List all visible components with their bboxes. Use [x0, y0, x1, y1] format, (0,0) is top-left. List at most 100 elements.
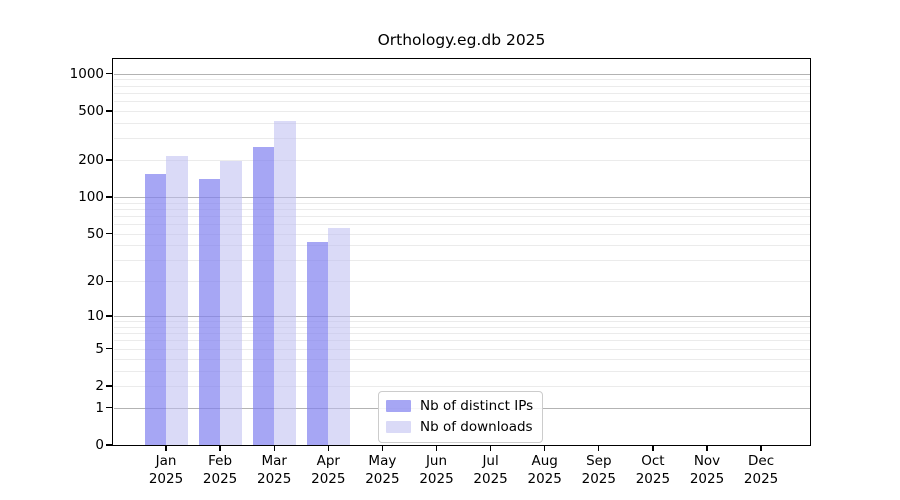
bar-downloads-jan [166, 156, 188, 445]
x-tick-month: Dec [748, 453, 775, 469]
gridline-minor [113, 85, 810, 87]
gridline-minor [113, 340, 810, 342]
x-tick [165, 445, 167, 451]
x-tick-label: Aug 2025 [517, 452, 573, 488]
x-tick-month: Jul [482, 453, 499, 469]
bar-distinct-ips-jan [144, 173, 166, 445]
x-tick-year: 2025 [689, 471, 725, 487]
gridline-major [113, 73, 810, 75]
gridline-minor [113, 233, 810, 235]
x-tick-year: 2025 [473, 471, 508, 487]
y-tick [106, 407, 113, 409]
x-tick [219, 445, 221, 451]
x-tick [706, 445, 708, 451]
x-tick [435, 445, 438, 451]
x-tick-month: Oct [641, 453, 665, 469]
x-tick-year: 2025 [635, 471, 671, 487]
x-tick-label: Dec 2025 [733, 452, 789, 488]
gridline-minor [113, 370, 810, 372]
x-tick [760, 445, 762, 451]
gridline-minor [113, 215, 810, 217]
gridline-minor [113, 92, 810, 94]
bar-downloads-mar [274, 120, 296, 445]
gridline-minor [113, 138, 810, 140]
y-tick [106, 73, 113, 75]
x-tick-year: 2025 [581, 471, 616, 487]
gridline-minor [113, 321, 810, 323]
y-tick-label: 0 [95, 437, 104, 453]
x-tick-year: 2025 [419, 471, 454, 487]
x-tick-month: Feb [208, 453, 233, 469]
y-tick-label: 100 [78, 189, 104, 205]
x-tick-label: Mar 2025 [246, 452, 302, 488]
x-tick-month: Apr [316, 453, 340, 469]
x-tick [327, 445, 329, 451]
gridline-minor [113, 348, 810, 350]
gridline-minor [113, 110, 810, 112]
gridline-minor [113, 326, 810, 328]
y-tick-label: 1000 [69, 65, 104, 82]
x-tick-label: Oct 2025 [625, 452, 681, 488]
x-tick-year: 2025 [311, 471, 346, 487]
x-tick [652, 445, 654, 451]
gridline-minor [113, 385, 810, 387]
gridline-major [113, 196, 810, 199]
gridline-minor [113, 358, 810, 360]
y-tick-label: 2 [95, 377, 104, 394]
bar-distinct-ips-apr [306, 241, 329, 445]
x-tick-label: May 2025 [354, 452, 410, 488]
y-tick [106, 444, 113, 446]
y-tick [106, 233, 113, 235]
y-tick-label: 50 [86, 225, 104, 242]
legend-label-downloads: Nb of downloads [420, 419, 533, 435]
x-tick-year: 2025 [257, 471, 292, 487]
gridline-major [113, 315, 810, 318]
x-tick-month: Mar [261, 453, 287, 469]
x-tick-label: Jul 2025 [463, 452, 519, 488]
y-tick-label: 5 [95, 340, 104, 357]
gridline-minor [113, 160, 810, 162]
gridline-minor [113, 224, 810, 226]
bar-downloads-feb [220, 160, 242, 445]
x-tick [489, 445, 492, 451]
y-tick-label: 20 [86, 273, 104, 290]
legend-swatch-distinct-ips [386, 399, 411, 413]
y-tick [106, 159, 113, 161]
bar-distinct-ips-feb [198, 179, 221, 445]
gridline-minor [113, 101, 810, 103]
y-tick [106, 315, 113, 317]
legend-entry-downloads: Nb of downloads [386, 418, 533, 436]
y-tick [106, 196, 113, 198]
x-tick [544, 445, 546, 451]
y-tick-label: 10 [86, 308, 104, 325]
gridline-minor [113, 260, 810, 262]
x-tick-year: 2025 [743, 471, 779, 487]
y-tick [106, 280, 113, 283]
gridline-minor [113, 333, 810, 335]
y-tick [106, 110, 113, 112]
bar-distinct-ips-mar [252, 147, 275, 445]
y-tick [106, 385, 113, 387]
gridline-minor [113, 202, 810, 204]
x-tick-month: May [368, 453, 397, 469]
bar-downloads-apr [328, 227, 350, 445]
legend-entry-distinct-ips: Nb of distinct IPs [386, 397, 533, 415]
x-tick [598, 445, 600, 451]
x-tick-month: Aug [531, 453, 558, 469]
x-tick-label: Jan 2025 [138, 452, 194, 488]
x-tick-label: Jun 2025 [409, 452, 465, 488]
gridline-minor [113, 208, 810, 210]
x-tick-month: Jun [425, 453, 448, 469]
y-tick-label: 200 [78, 152, 104, 169]
legend-label-distinct-ips: Nb of distinct IPs [420, 398, 534, 414]
x-tick-year: 2025 [365, 471, 400, 487]
chart-title: Orthology.eg.db 2025 [377, 31, 546, 49]
x-tick-year: 2025 [202, 471, 238, 487]
gridline-minor [113, 122, 810, 124]
x-tick-label: Nov 2025 [679, 452, 735, 488]
gridline-minor [113, 281, 810, 283]
x-tick [381, 445, 384, 451]
x-tick-label: Feb 2025 [192, 452, 248, 488]
gridline-minor [113, 79, 810, 81]
